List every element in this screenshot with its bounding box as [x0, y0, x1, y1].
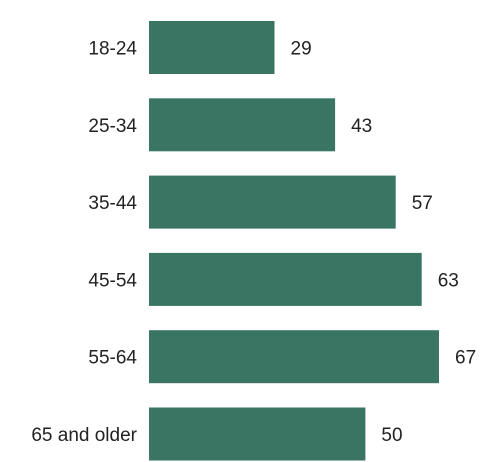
category-label-25-34: 25-34	[88, 116, 137, 137]
bar-65-and-older	[149, 408, 365, 461]
bar-35-44	[149, 176, 396, 229]
category-label-65-and-older: 65 and older	[31, 425, 137, 446]
category-label-45-54: 45-54	[88, 270, 137, 291]
bar-18-24	[149, 21, 275, 74]
value-label-35-44: 57	[412, 193, 433, 214]
bar-55-64	[149, 330, 439, 383]
value-label-55-64: 67	[455, 348, 476, 369]
category-label-18-24: 18-24	[88, 39, 137, 60]
value-label-45-54: 63	[438, 270, 459, 291]
value-label-18-24: 29	[291, 39, 312, 60]
category-label-55-64: 55-64	[88, 348, 137, 369]
category-label-35-44: 35-44	[88, 193, 137, 214]
category-labels: 18-24 25-34 35-44 45-54 55-64 65 and older	[31, 39, 137, 447]
value-label-65-and-older: 50	[381, 425, 402, 446]
value-label-25-34: 43	[351, 116, 372, 137]
bar-45-54	[149, 253, 422, 306]
bar-25-34	[149, 98, 335, 151]
bars-layer	[149, 21, 439, 461]
